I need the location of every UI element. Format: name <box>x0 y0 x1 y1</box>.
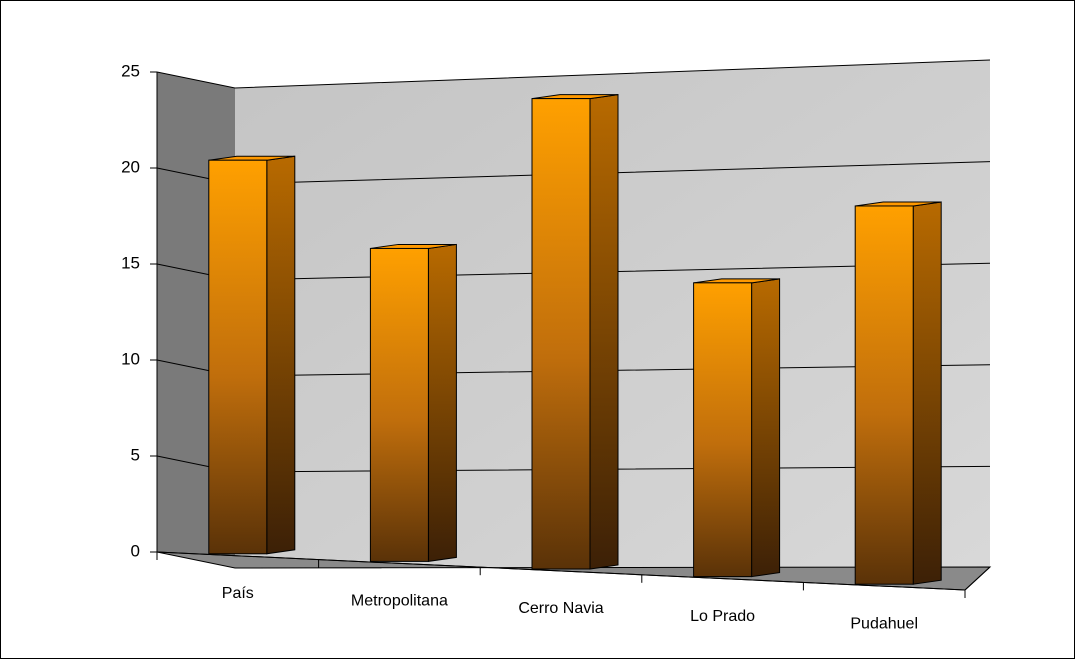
bar <box>531 98 591 570</box>
bar-side <box>266 155 296 555</box>
floor-edge <box>964 566 991 591</box>
x-tick-label: País <box>222 585 254 602</box>
y-tick-label: 10 <box>121 349 140 368</box>
bar <box>854 205 914 585</box>
y-tick-label: 0 <box>131 541 140 560</box>
y-tick-label: 15 <box>121 253 140 272</box>
grid-line <box>156 59 991 89</box>
x-tick-label: Pudahuel <box>850 615 918 632</box>
y-tick-label: 20 <box>121 157 140 176</box>
bar <box>693 282 753 578</box>
bar-side <box>589 94 619 570</box>
x-tick-label: Cerro Navia <box>518 600 603 617</box>
x-axis <box>156 551 966 591</box>
x-tick-label: Metropolitana <box>351 593 448 610</box>
bar-side <box>427 243 457 562</box>
bar-side <box>751 278 781 578</box>
bar-side <box>912 201 942 585</box>
bar <box>208 159 268 555</box>
bar <box>369 247 429 562</box>
y-tick-label: 25 <box>121 61 140 80</box>
x-tick-label: Lo Prado <box>690 608 755 625</box>
y-tick-label: 5 <box>131 445 140 464</box>
